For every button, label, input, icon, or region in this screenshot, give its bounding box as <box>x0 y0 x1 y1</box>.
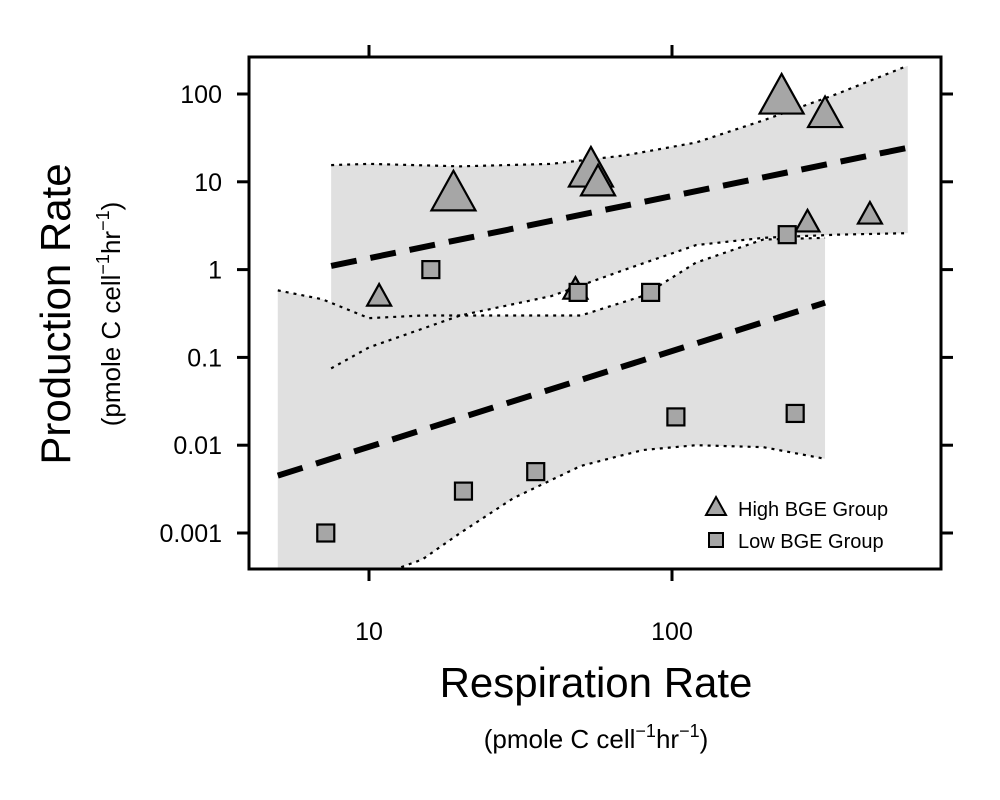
lower-bound-low-bge-group <box>392 444 826 569</box>
high-bge-triangle-point <box>806 94 844 129</box>
fit-line-low-bge-group <box>276 299 826 479</box>
high-bge-triangle-point <box>793 207 822 233</box>
high-bge-triangle-point <box>429 168 478 212</box>
x-axis-units: (pmole C cell−1hr−1) <box>484 721 709 754</box>
high-bge-triangle-point <box>856 199 884 225</box>
legend: High BGE Group Low BGE Group <box>704 494 888 553</box>
axes: 10 100 100 10 1 0.1 0.01 0.001 <box>159 45 953 646</box>
upper-bound-low-bge-group <box>277 236 826 320</box>
confidence-bound-lines <box>277 64 909 569</box>
y-tick-label: 100 <box>180 81 222 109</box>
high-bge-triangle-point <box>579 162 617 197</box>
legend-label-high-bge: High BGE Group <box>738 499 888 521</box>
y-tick-label: 0.001 <box>159 520 222 548</box>
y-tick-label: 0.1 <box>187 344 222 372</box>
y-axis-units: (pmole C cell−1hr−1) <box>93 202 126 427</box>
upper-bound-high-bge-group <box>331 64 909 168</box>
plot-frame <box>247 55 943 571</box>
legend-label-low-bge: Low BGE Group <box>738 531 884 553</box>
low-bge-square-point <box>316 523 336 543</box>
x-tick-label: 10 <box>355 618 383 646</box>
fit-line-high-bge-group <box>330 143 913 269</box>
low-bge-square-point <box>421 260 441 280</box>
low-bge-square-point <box>641 282 661 302</box>
low-bge-square-point <box>666 407 686 427</box>
high-bge-triangle-point <box>365 281 393 307</box>
confidence-bands <box>277 65 908 569</box>
low-bge-square-point <box>785 403 805 424</box>
y-tick-label: 10 <box>194 169 222 197</box>
y-tick-label: 1 <box>208 257 222 285</box>
x-tick-label: 100 <box>651 618 693 646</box>
low-bge-square-point <box>568 282 588 302</box>
y-tick-label: 0.01 <box>173 432 222 460</box>
data-points <box>316 71 884 543</box>
confidence-band-low-bge-group <box>277 237 826 569</box>
low-bge-square-point <box>453 481 474 501</box>
low-bge-square-point <box>777 225 797 245</box>
legend-square-marker <box>708 532 724 548</box>
legend-triangle-marker <box>704 494 728 516</box>
fit-lines <box>276 143 913 479</box>
high-bge-triangle-point <box>757 71 806 115</box>
confidence-band-high-bge-group <box>331 65 908 369</box>
x-axis-title: Respiration Rate <box>440 659 753 706</box>
y-axis-title: Production Rate <box>32 163 79 464</box>
low-bge-square-point <box>526 462 546 482</box>
